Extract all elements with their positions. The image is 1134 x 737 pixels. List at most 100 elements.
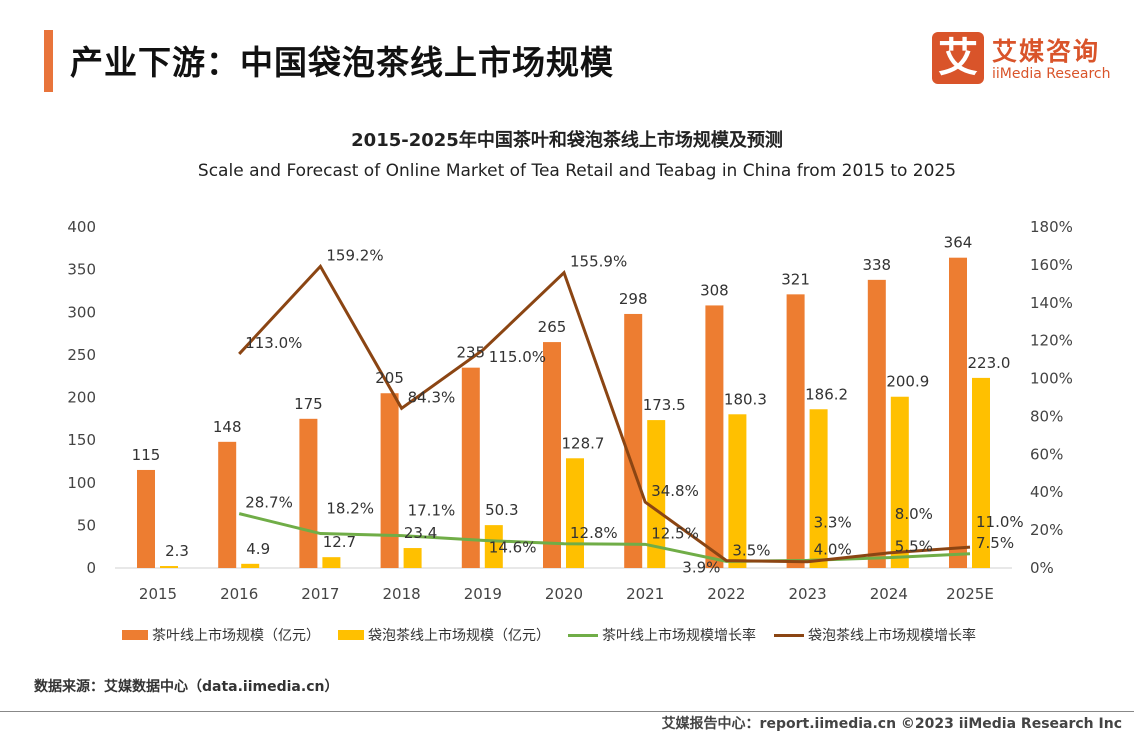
line-value-label: 159.2% [326, 246, 383, 264]
logo: 艾 艾媒咨询 iiMedia Research [932, 32, 1112, 84]
bar-value-label: 115 [132, 446, 161, 464]
bar-teabag [566, 458, 584, 568]
line-value-label: 115.0% [489, 348, 546, 366]
y-tick-label: 200 [67, 389, 96, 407]
y-tick-label: 100 [67, 474, 96, 492]
bar-tea [949, 257, 967, 568]
bar-value-label: 338 [862, 256, 891, 274]
bar-teabag [972, 377, 990, 568]
logo-en: iiMedia Research [992, 66, 1111, 82]
bar-value-label: 265 [538, 318, 567, 336]
x-tick-label: 2019 [464, 585, 502, 603]
bar-tea [380, 393, 399, 568]
legend-label: 茶叶线上市场规模（亿元） [152, 628, 320, 644]
legend-item: 袋泡茶线上市场规模（亿元） [338, 625, 550, 645]
y2-tick-label: 0% [1030, 559, 1054, 577]
x-tick-label: 2023 [789, 585, 827, 603]
legend-swatch [122, 630, 148, 640]
bar-teabag [647, 420, 666, 568]
bar-teabag [728, 414, 747, 568]
line-value-label: 14.6% [489, 538, 537, 556]
bar-teabag [403, 548, 422, 568]
bar-value-label: 180.3 [724, 390, 767, 408]
bar-teabag [484, 525, 503, 568]
line-value-label: 11.0% [976, 513, 1024, 531]
legend-label: 袋泡茶线上市场规模增长率 [808, 628, 976, 644]
bar-value-label: 364 [944, 234, 973, 252]
y-tick-label: 350 [67, 261, 96, 279]
legend-swatch [568, 633, 598, 637]
x-tick-label: 2018 [383, 585, 421, 603]
bar-value-label: 128.7 [562, 434, 605, 452]
bar-tea [624, 313, 643, 568]
bar-value-label: 223.0 [968, 354, 1011, 372]
y-tick-label: 50 [77, 516, 96, 534]
bar-tea [786, 294, 805, 568]
legend-swatch [338, 630, 364, 640]
y2-tick-label: 100% [1030, 370, 1073, 388]
x-tick-label: 2025E [946, 585, 994, 603]
y-tick-label: 300 [67, 303, 96, 321]
y-tick-label: 250 [67, 346, 96, 364]
chart-subtitle: Scale and Forecast of Online Market of T… [197, 161, 957, 181]
legend-label: 茶叶线上市场规模增长率 [602, 628, 756, 644]
x-tick-label: 2024 [870, 585, 908, 603]
bar-tea [299, 418, 318, 568]
bar-teabag [160, 566, 178, 568]
x-tick-label: 2020 [545, 585, 583, 603]
line-value-label: 113.0% [245, 334, 302, 352]
bar-tea [461, 367, 480, 568]
bar-tea [867, 279, 886, 568]
line-teabag-growth [238, 263, 971, 564]
bar-teabag [322, 557, 341, 568]
page-title: 产业下游：中国袋泡茶线上市场规模 [70, 43, 614, 82]
y2-tick-label: 140% [1030, 294, 1073, 312]
legend-item: 茶叶线上市场规模（亿元） [122, 625, 320, 645]
bar-value-label: 308 [700, 281, 729, 299]
line-value-label: 8.0% [895, 505, 933, 523]
bar-teabag [809, 409, 828, 568]
legend-label: 袋泡茶线上市场规模（亿元） [368, 628, 550, 644]
line-value-label: 4.0% [814, 540, 852, 558]
line-value-label: 3.3% [814, 514, 852, 532]
bar-value-label: 205 [375, 369, 404, 387]
y2-tick-label: 40% [1030, 483, 1063, 501]
logo-mark: 艾 [932, 32, 984, 84]
line-value-label: 7.5% [976, 534, 1014, 552]
x-tick-label: 2017 [301, 585, 339, 603]
legend-item: 茶叶线上市场规模增长率 [568, 625, 756, 645]
x-tick-label: 2015 [139, 585, 177, 603]
legend-item: 袋泡茶线上市场规模增长率 [774, 625, 976, 645]
chart-title: 2015-2025年中国茶叶和袋泡茶线上市场规模及预测 [351, 130, 783, 151]
line-value-label: 18.2% [326, 500, 374, 518]
line-value-label: 12.5% [651, 524, 699, 542]
footer: 艾媒报告中心：report.iimedia.cn ©2023 iiMedia R… [661, 716, 1122, 732]
y2-tick-label: 160% [1030, 256, 1073, 274]
x-tick-label: 2021 [626, 585, 664, 603]
bar-tea [705, 305, 724, 568]
bar-value-label: 148 [213, 418, 242, 436]
y2-tick-label: 180% [1030, 218, 1073, 236]
chart: 0 50 100 150 200 250 300 350 400 0% 20% 40% 60% 80% 10… [67, 218, 1073, 603]
y2-tick-label: 80% [1030, 407, 1063, 425]
bar-value-label: 200.9 [886, 373, 929, 391]
line-value-label: 84.3% [408, 388, 456, 406]
bar-value-label: 186.2 [805, 385, 848, 403]
bar-value-label: 12.7 [323, 533, 356, 551]
line-value-label: 3.5% [732, 541, 770, 559]
bar-value-label: 235 [456, 344, 485, 362]
line-value-label: 155.9% [570, 253, 627, 271]
bar-teabag [890, 396, 909, 568]
x-tick-label: 2022 [707, 585, 745, 603]
y-tick-label: 400 [67, 218, 96, 236]
bar-value-label: 298 [619, 290, 648, 308]
bar-value-label: 2.3 [165, 542, 189, 560]
bar-value-label: 50.3 [485, 501, 518, 519]
title-accent-bar [44, 30, 53, 92]
bar-value-label: 23.4 [404, 524, 437, 542]
bar-value-label: 173.5 [643, 396, 686, 414]
line-value-label: 34.8% [651, 482, 699, 500]
bar-value-label: 321 [781, 270, 810, 288]
line-value-label: 5.5% [895, 538, 933, 556]
y2-tick-label: 60% [1030, 445, 1063, 463]
